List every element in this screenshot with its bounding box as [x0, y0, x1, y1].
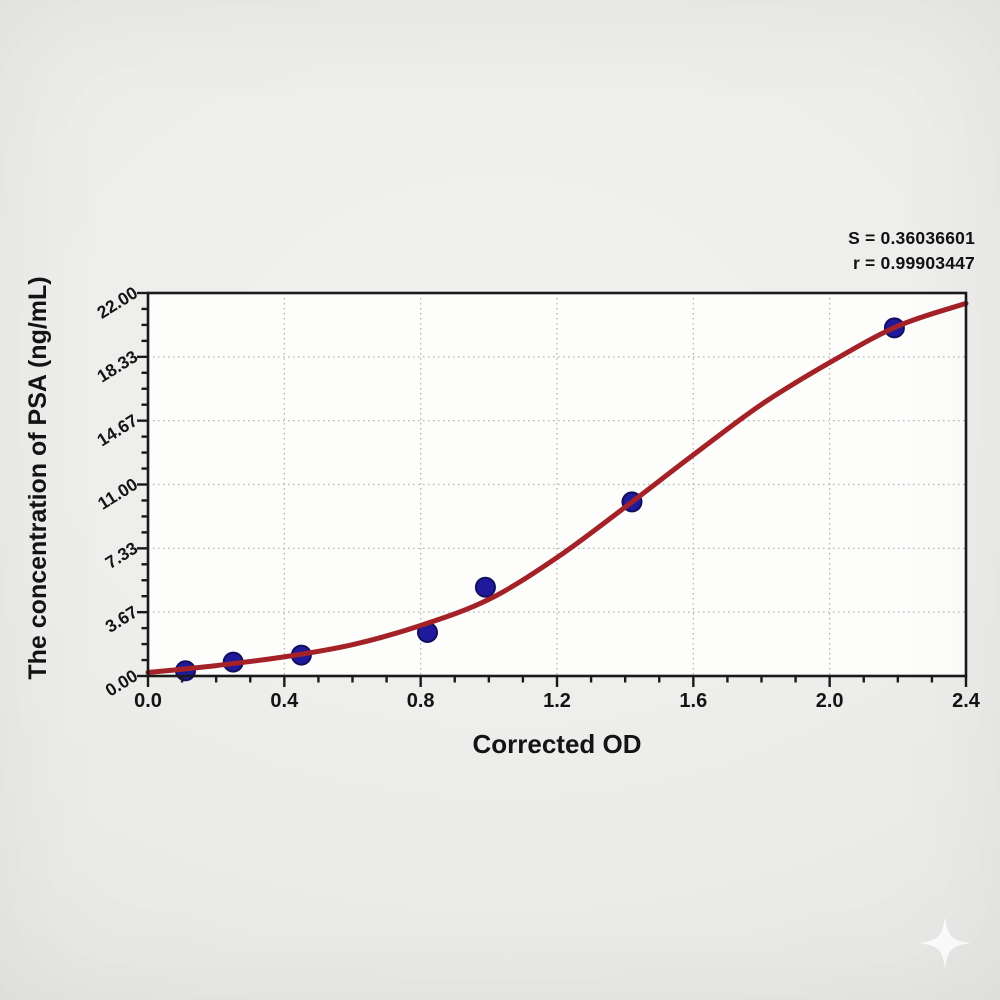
y-tick-label: 11.00	[94, 474, 141, 514]
y-axis-title: The concentration of PSA (ng/mL)	[24, 276, 52, 680]
y-tick-label: 7.33	[102, 538, 142, 573]
x-tick-label: 2.0	[816, 690, 844, 712]
x-tick-label: 0.4	[270, 690, 299, 712]
x-tick-label: 0.8	[407, 690, 435, 712]
x-tick-label: 2.4	[952, 690, 981, 712]
x-tick-label: 1.6	[679, 690, 707, 712]
s-value-label: S = 0.36036601	[848, 228, 975, 248]
x-tick-label: 0.0	[134, 690, 162, 712]
gridlines	[148, 293, 966, 676]
y-tick-label: 3.67	[102, 602, 141, 637]
data-point	[474, 576, 496, 598]
y-tick-label: 18.33	[93, 346, 141, 386]
x-tick-labels: 0.0 0.4 0.8 1.2 1.6 2.0 2.4	[134, 690, 981, 712]
axis-ticks	[137, 291, 968, 687]
x-tick-label: 1.2	[543, 690, 571, 712]
r-value-label: r = 0.99903447	[852, 253, 975, 273]
fit-curve-line	[145, 300, 969, 675]
fit-curve	[145, 300, 969, 675]
y-tick-label: 22.00	[93, 282, 141, 322]
x-axis-title: Corrected OD	[472, 729, 642, 759]
y-tick-label: 14.67	[93, 410, 141, 450]
fit-statistics: S = 0.36036601 r = 0.99903447	[848, 226, 975, 276]
